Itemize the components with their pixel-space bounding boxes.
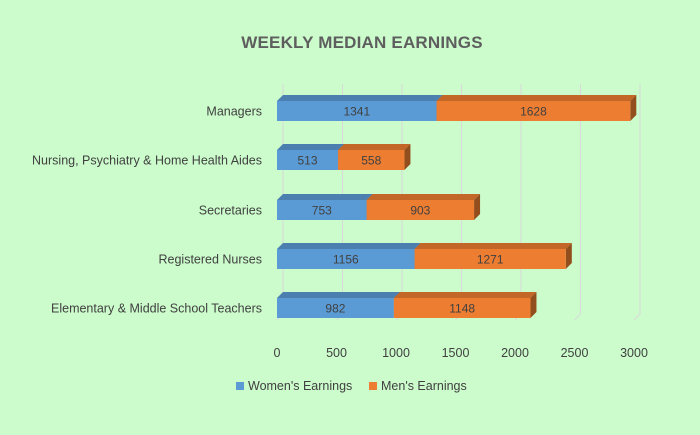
data-label: 1628 xyxy=(520,105,547,119)
bar-side-face xyxy=(474,194,481,220)
data-label: 982 xyxy=(325,302,345,316)
bar-top-face xyxy=(366,194,481,200)
category-label: Registered Nurses xyxy=(158,253,262,267)
bar xyxy=(277,101,437,121)
bar-segment: 513 xyxy=(277,144,345,170)
legend: Women's Earnings Men's Earnings xyxy=(236,379,467,393)
bar-segment: 1341 xyxy=(277,95,443,121)
bar-top-face xyxy=(277,144,345,150)
bar-side-face xyxy=(565,243,572,269)
bar-segment: 753 xyxy=(277,194,373,220)
bar-top-face xyxy=(414,243,572,249)
data-label: 903 xyxy=(410,204,430,218)
bar-segment: 1148 xyxy=(393,292,537,318)
category-label: Managers xyxy=(206,105,262,119)
x-tick-label: 0 xyxy=(274,346,281,360)
bar-side-face xyxy=(530,292,537,318)
bar xyxy=(277,150,339,170)
legend-swatch xyxy=(369,382,377,390)
bar-side-face xyxy=(630,95,637,121)
data-label: 513 xyxy=(298,154,318,168)
bar xyxy=(277,200,367,220)
x-tick-label: 1000 xyxy=(382,346,410,360)
category-label: Secretaries xyxy=(199,204,262,218)
bar-top-face xyxy=(277,292,400,298)
data-label: 1148 xyxy=(449,302,475,316)
bar-segment: 1156 xyxy=(277,243,421,269)
legend-label: Men's Earnings xyxy=(381,379,467,393)
bar xyxy=(338,150,405,170)
bar xyxy=(366,200,475,220)
bar-segment: 1628 xyxy=(436,95,637,121)
legend-swatch xyxy=(236,382,244,390)
bar-top-face xyxy=(436,95,637,101)
bar-top-face xyxy=(277,243,421,249)
bar-segment: 558 xyxy=(338,144,411,170)
category-label: Elementary & Middle School Teachers xyxy=(51,302,262,316)
data-label: 1156 xyxy=(333,253,359,267)
gridline-floor xyxy=(574,313,581,321)
data-label: 1341 xyxy=(343,105,370,119)
bar-top-face xyxy=(277,95,443,101)
data-label: 558 xyxy=(361,154,381,168)
data-label: 1271 xyxy=(477,253,504,267)
x-tick-label: 2500 xyxy=(561,346,589,360)
bar-segment: 903 xyxy=(366,194,481,220)
bar xyxy=(393,298,531,318)
gridline-floor xyxy=(633,313,641,321)
bar-segment: 982 xyxy=(277,292,400,318)
bar-top-face xyxy=(277,194,373,200)
x-tick-label: 500 xyxy=(326,346,347,360)
x-tick-label: 1500 xyxy=(442,346,470,360)
legend-label: Women's Earnings xyxy=(248,379,352,393)
bar-segment: 1271 xyxy=(414,243,572,269)
bar-side-face xyxy=(404,144,411,170)
category-label: Nursing, Psychiatry & Home Health Aides xyxy=(32,154,262,168)
chart-title: WEEKLY MEDIAN EARNINGS xyxy=(241,33,483,52)
bar xyxy=(436,101,631,121)
x-tick-label: 2000 xyxy=(501,346,529,360)
bar xyxy=(277,298,394,318)
bar-top-face xyxy=(393,292,537,298)
bar xyxy=(414,249,566,269)
bar xyxy=(277,249,415,269)
x-tick-label: 3000 xyxy=(620,346,648,360)
data-label: 753 xyxy=(312,204,332,218)
bar-top-face xyxy=(338,144,411,150)
